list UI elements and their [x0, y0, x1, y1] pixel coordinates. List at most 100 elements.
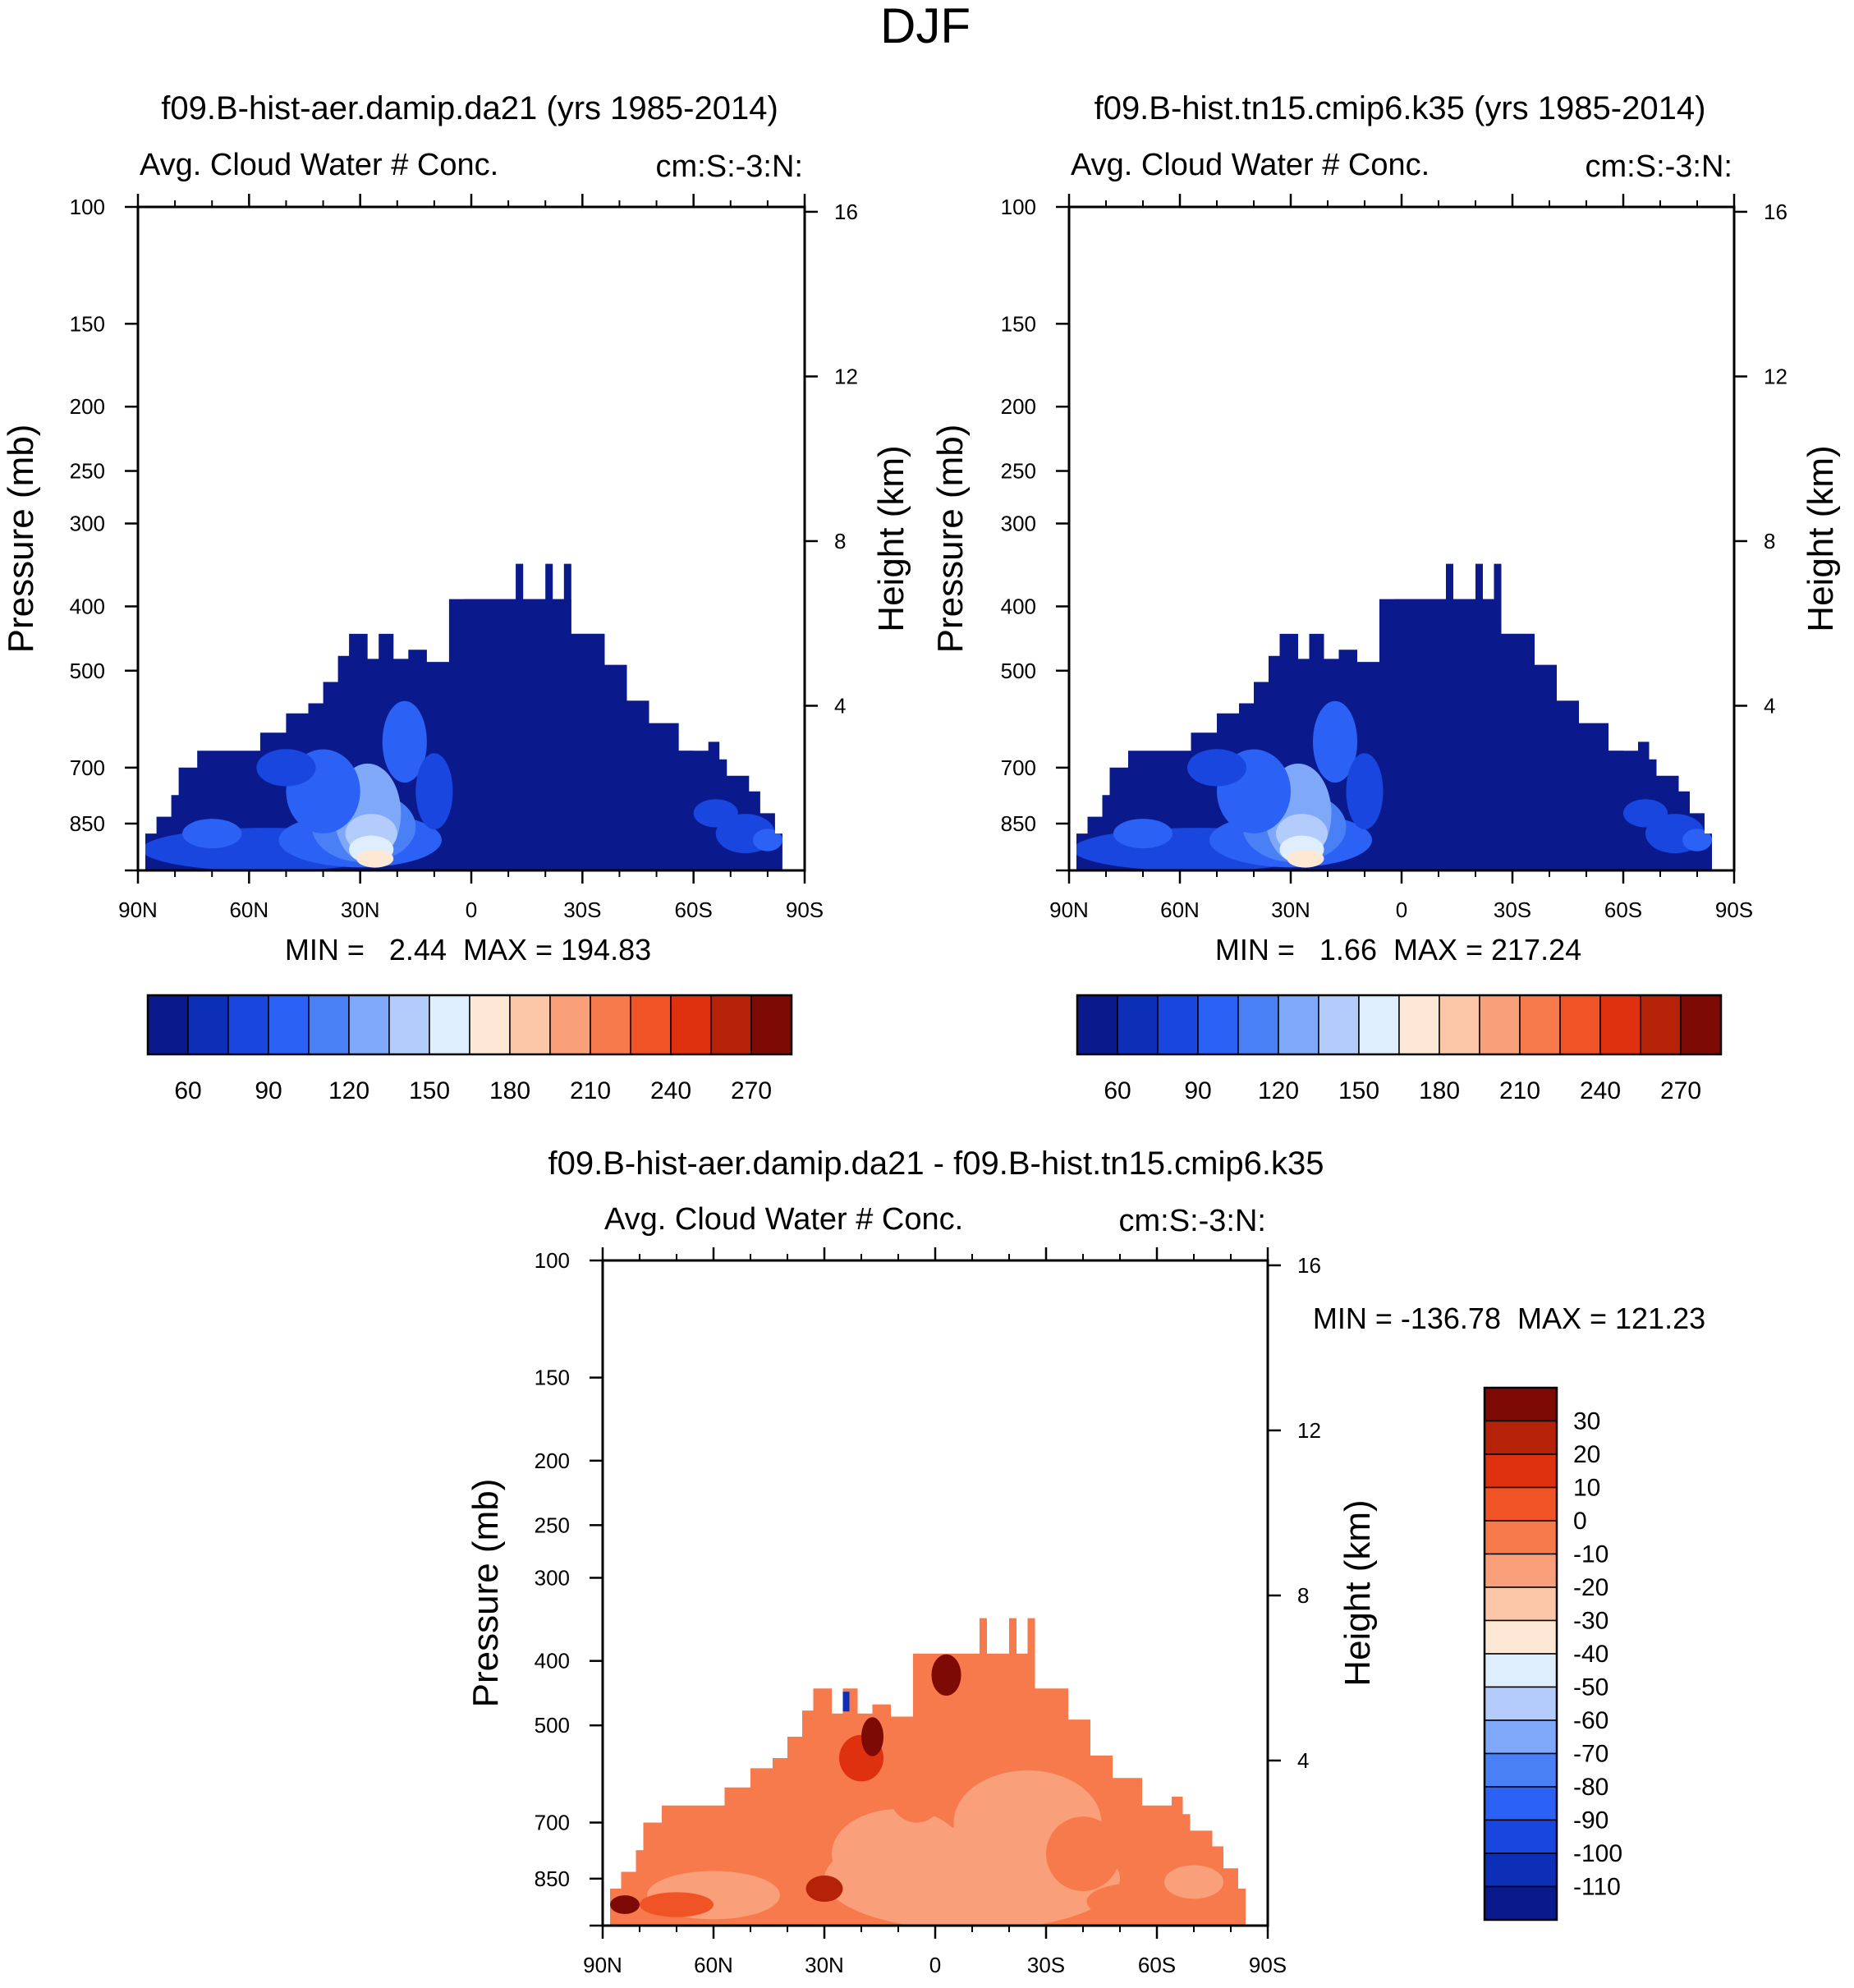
y2-tick-label: 16 [1297, 1253, 1321, 1278]
x-tick-label: 90N [583, 1953, 622, 1977]
main-title: DJF [880, 0, 971, 53]
y2-tick-label: 16 [834, 200, 858, 224]
colorbar-label: 90 [1184, 1077, 1211, 1104]
colorbar-box [1484, 1686, 1558, 1721]
y2-tick-label: 12 [1297, 1418, 1321, 1443]
colorbar-box [1117, 994, 1159, 1055]
colorbar: 30 20 10 0 -10 -20 -30 -40 -50 -60 -70 -80 -90 -100 -1… [1483, 1386, 1622, 1921]
colorbar-label: 20 [1573, 1441, 1600, 1468]
field-label: Avg. Cloud Water # Conc. [604, 1202, 963, 1237]
colorbar: 60 90 120 150 180 210 240 270 [1076, 994, 1723, 1104]
contour-cell [356, 849, 394, 868]
min-max-label: MIN = -136.78 MAX = 121.23 [1313, 1302, 1705, 1335]
colorbar-box [388, 994, 430, 1055]
contour-cell [1682, 829, 1712, 852]
x-tick-label: 0 [1396, 898, 1407, 922]
colorbar-label: -30 [1573, 1608, 1608, 1635]
y-tick-label: 700 [1001, 755, 1036, 780]
colorbar-box [1479, 994, 1521, 1055]
panel-title: f09.B-hist-aer.damip.da21 (yrs 1985-2014… [161, 90, 778, 126]
colorbar-box [1439, 994, 1480, 1055]
x-tick-label: 90S [786, 898, 824, 922]
colorbar-label: 210 [570, 1077, 611, 1104]
colorbar-frame [146, 994, 793, 1056]
y-axis-title: Pressure (mb) [930, 425, 971, 654]
y-tick-label: 100 [70, 195, 105, 219]
panel-2: f09.B-hist.tn15.cmip6.k35 (yrs 1985-2014… [930, 90, 1841, 1104]
colorbar-label: -70 [1573, 1741, 1608, 1768]
plot-area-2 [1076, 563, 1712, 870]
units-label: cm:S:-3:N: [1119, 1204, 1266, 1238]
x-tick-label: 30S [563, 898, 601, 922]
x-tick-label: 30N [1271, 898, 1310, 922]
x-tick-label: 0 [929, 1953, 941, 1977]
colorbar-label: 270 [731, 1077, 772, 1104]
colorbar-box [710, 994, 752, 1055]
y2-tick-label: 4 [1297, 1748, 1309, 1773]
contour-cell [752, 829, 782, 852]
y2-tick-label: 12 [834, 364, 858, 388]
x-tick-label: 90N [1049, 898, 1089, 922]
colorbar-box [308, 994, 350, 1055]
y-tick-label: 100 [535, 1248, 570, 1273]
colorbar-box [1484, 1420, 1558, 1455]
y-tick-label: 850 [70, 811, 105, 836]
colorbar-box [1680, 994, 1722, 1055]
y-tick-label: 850 [535, 1866, 570, 1891]
y-tick-label: 400 [1001, 594, 1036, 618]
colorbar-box [1484, 1553, 1558, 1588]
colorbar-box [670, 994, 712, 1055]
colorbar-box [1559, 994, 1601, 1055]
y-tick-label: 700 [535, 1811, 570, 1835]
y2-tick-label: 16 [1764, 200, 1787, 224]
colorbar-box [1484, 1653, 1558, 1688]
contour-cell [1046, 1816, 1120, 1891]
colorbar-box [1484, 1520, 1558, 1555]
x-tick-label: 30S [1494, 898, 1531, 922]
y-tick-label: 850 [1001, 811, 1036, 836]
colorbar-box [1484, 1387, 1558, 1422]
colorbar-label: 10 [1573, 1475, 1600, 1502]
x-tick-label: 90N [118, 898, 158, 922]
plot-area-3 [610, 1618, 1246, 1926]
colorbar-label: -60 [1573, 1707, 1608, 1734]
contour-cell [1623, 799, 1668, 828]
y2-axis-title: Height (km) [1338, 1499, 1378, 1686]
x-tick-label: 60S [1138, 1953, 1176, 1977]
contour-cell [887, 1752, 947, 1823]
colorbar-label: 180 [1419, 1077, 1460, 1104]
y-tick-label: 300 [535, 1565, 570, 1590]
x-tick-label: 30S [1027, 1953, 1065, 1977]
contour-cell [1346, 753, 1384, 830]
y2-tick-label: 4 [1764, 693, 1775, 718]
colorbar-box [590, 994, 631, 1055]
contour-cell [610, 1895, 640, 1914]
y2-axis-title: Height (km) [871, 445, 911, 631]
x-tick-label: 60S [675, 898, 713, 922]
contour-cell [1086, 1882, 1191, 1921]
contour-cell [382, 700, 427, 783]
contour-cell [693, 799, 738, 828]
y2-tick-label: 8 [1297, 1583, 1309, 1608]
units-label: cm:S:-3:N: [1586, 149, 1732, 184]
x-tick-label: 30N [341, 898, 380, 922]
contour-cell [256, 749, 316, 787]
contour-cell [832, 1809, 965, 1899]
field-label: Avg. Cloud Water # Conc. [1071, 148, 1430, 182]
x-tick-label: 90S [1249, 1953, 1287, 1977]
colorbar-box [1318, 994, 1360, 1055]
contour-cell [861, 1717, 883, 1756]
contour-cell [1394, 599, 1623, 870]
field-label: Avg. Cloud Water # Conc. [140, 148, 498, 182]
colorbar-label: 120 [1258, 1077, 1299, 1104]
min-max-label: MIN = 2.44 MAX = 194.83 [285, 933, 651, 966]
colorbar-label: 180 [489, 1077, 530, 1104]
colorbar-label: -80 [1573, 1774, 1608, 1801]
colorbar-box [1484, 1853, 1558, 1888]
y2-tick-label: 8 [834, 529, 846, 553]
colorbar-box [1519, 994, 1561, 1055]
panel-1: f09.B-hist-aer.damip.da21 (yrs 1985-2014… [1, 90, 911, 1104]
colorbar-box [549, 994, 591, 1055]
colorbar: 60 90 120 150 180 210 240 270 [146, 994, 793, 1104]
